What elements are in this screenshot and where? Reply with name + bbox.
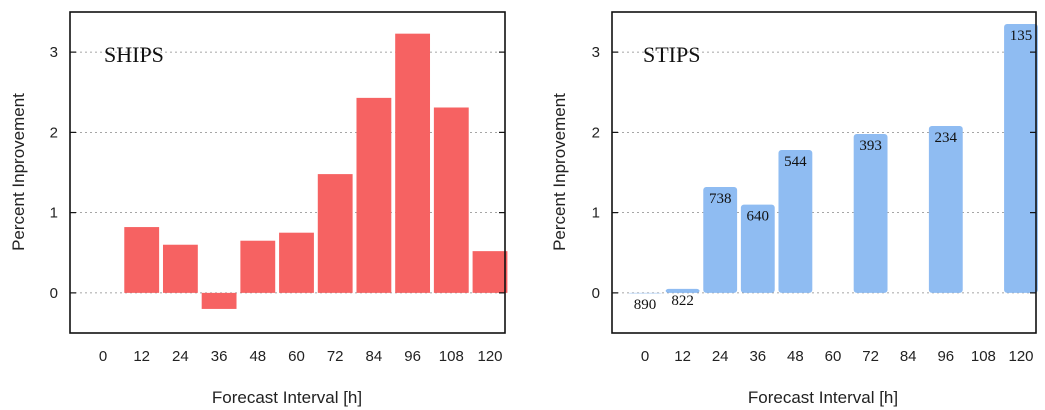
data-label: 822 [671,293,694,309]
panel-label: SHIPS [104,42,164,67]
panel-label: STIPS [643,42,700,67]
bar-72 [853,133,888,293]
x-tick-label: 24 [712,348,729,365]
x-tick-label: 96 [404,348,421,365]
x-tick-label: 24 [172,348,189,365]
bar-24 [703,186,738,293]
x-tick-label: 12 [133,348,150,365]
y-tick-label: 1 [50,205,58,222]
x-tick-label: 36 [211,348,228,365]
x-tick-label: 0 [641,348,649,365]
x-tick-label: 72 [862,348,879,365]
x-tick-label: 48 [249,348,266,365]
bar-36 [740,204,775,293]
plot-frame [69,11,506,334]
bar-96 [928,125,963,293]
data-label: 890 [634,297,657,313]
bar-96 [395,33,431,293]
y-tick-label: 3 [50,44,58,61]
y-tick-label: 2 [50,124,58,141]
x-tick-label: 108 [439,348,464,365]
x-tick-label: 120 [1008,348,1033,365]
bar-72 [317,174,353,293]
data-label: 738 [709,191,732,207]
data-label: 544 [784,154,807,170]
bar-24 [162,244,198,293]
x-tick-label: 60 [288,348,305,365]
y-tick-label: 1 [592,205,600,222]
y-tick-label: 0 [592,285,600,302]
y-tick-label: 3 [592,44,600,61]
x-tick-label: 120 [477,348,502,365]
x-tick-label: 84 [900,348,917,365]
bar-36 [201,292,237,309]
x-tick-label: 60 [825,348,842,365]
x-tick-label: 0 [99,348,107,365]
data-label: 135 [1010,28,1033,44]
data-label: 393 [859,138,882,154]
bar-108 [433,107,469,293]
x-tick-label: 108 [971,348,996,365]
bar-120 [472,251,508,293]
x-tick-label: 48 [787,348,804,365]
data-label: 234 [935,130,958,146]
y-tick-label: 0 [50,285,58,302]
bar-48 [778,150,813,293]
bar-60 [279,232,314,293]
data-label: 640 [747,209,770,225]
bar-84 [356,97,392,293]
y-axis-title: Percent Inprovement [9,93,28,251]
y-tick-label: 2 [592,124,600,141]
plot-frame [611,11,1037,334]
x-axis-title: Forecast Interval [h] [748,388,898,407]
x-tick-label: 12 [674,348,691,365]
bar-48 [240,240,276,293]
bar-12 [124,227,160,293]
x-tick-label: 36 [749,348,766,365]
bar-12 [665,288,700,293]
x-tick-label: 96 [937,348,954,365]
y-axis-title: Percent Inprovement [550,93,569,251]
x-axis-title: Forecast Interval [h] [212,388,362,407]
x-tick-label: 84 [366,348,383,365]
x-tick-label: 72 [327,348,344,365]
bar-120 [1004,24,1038,293]
bar-0 [628,292,662,294]
